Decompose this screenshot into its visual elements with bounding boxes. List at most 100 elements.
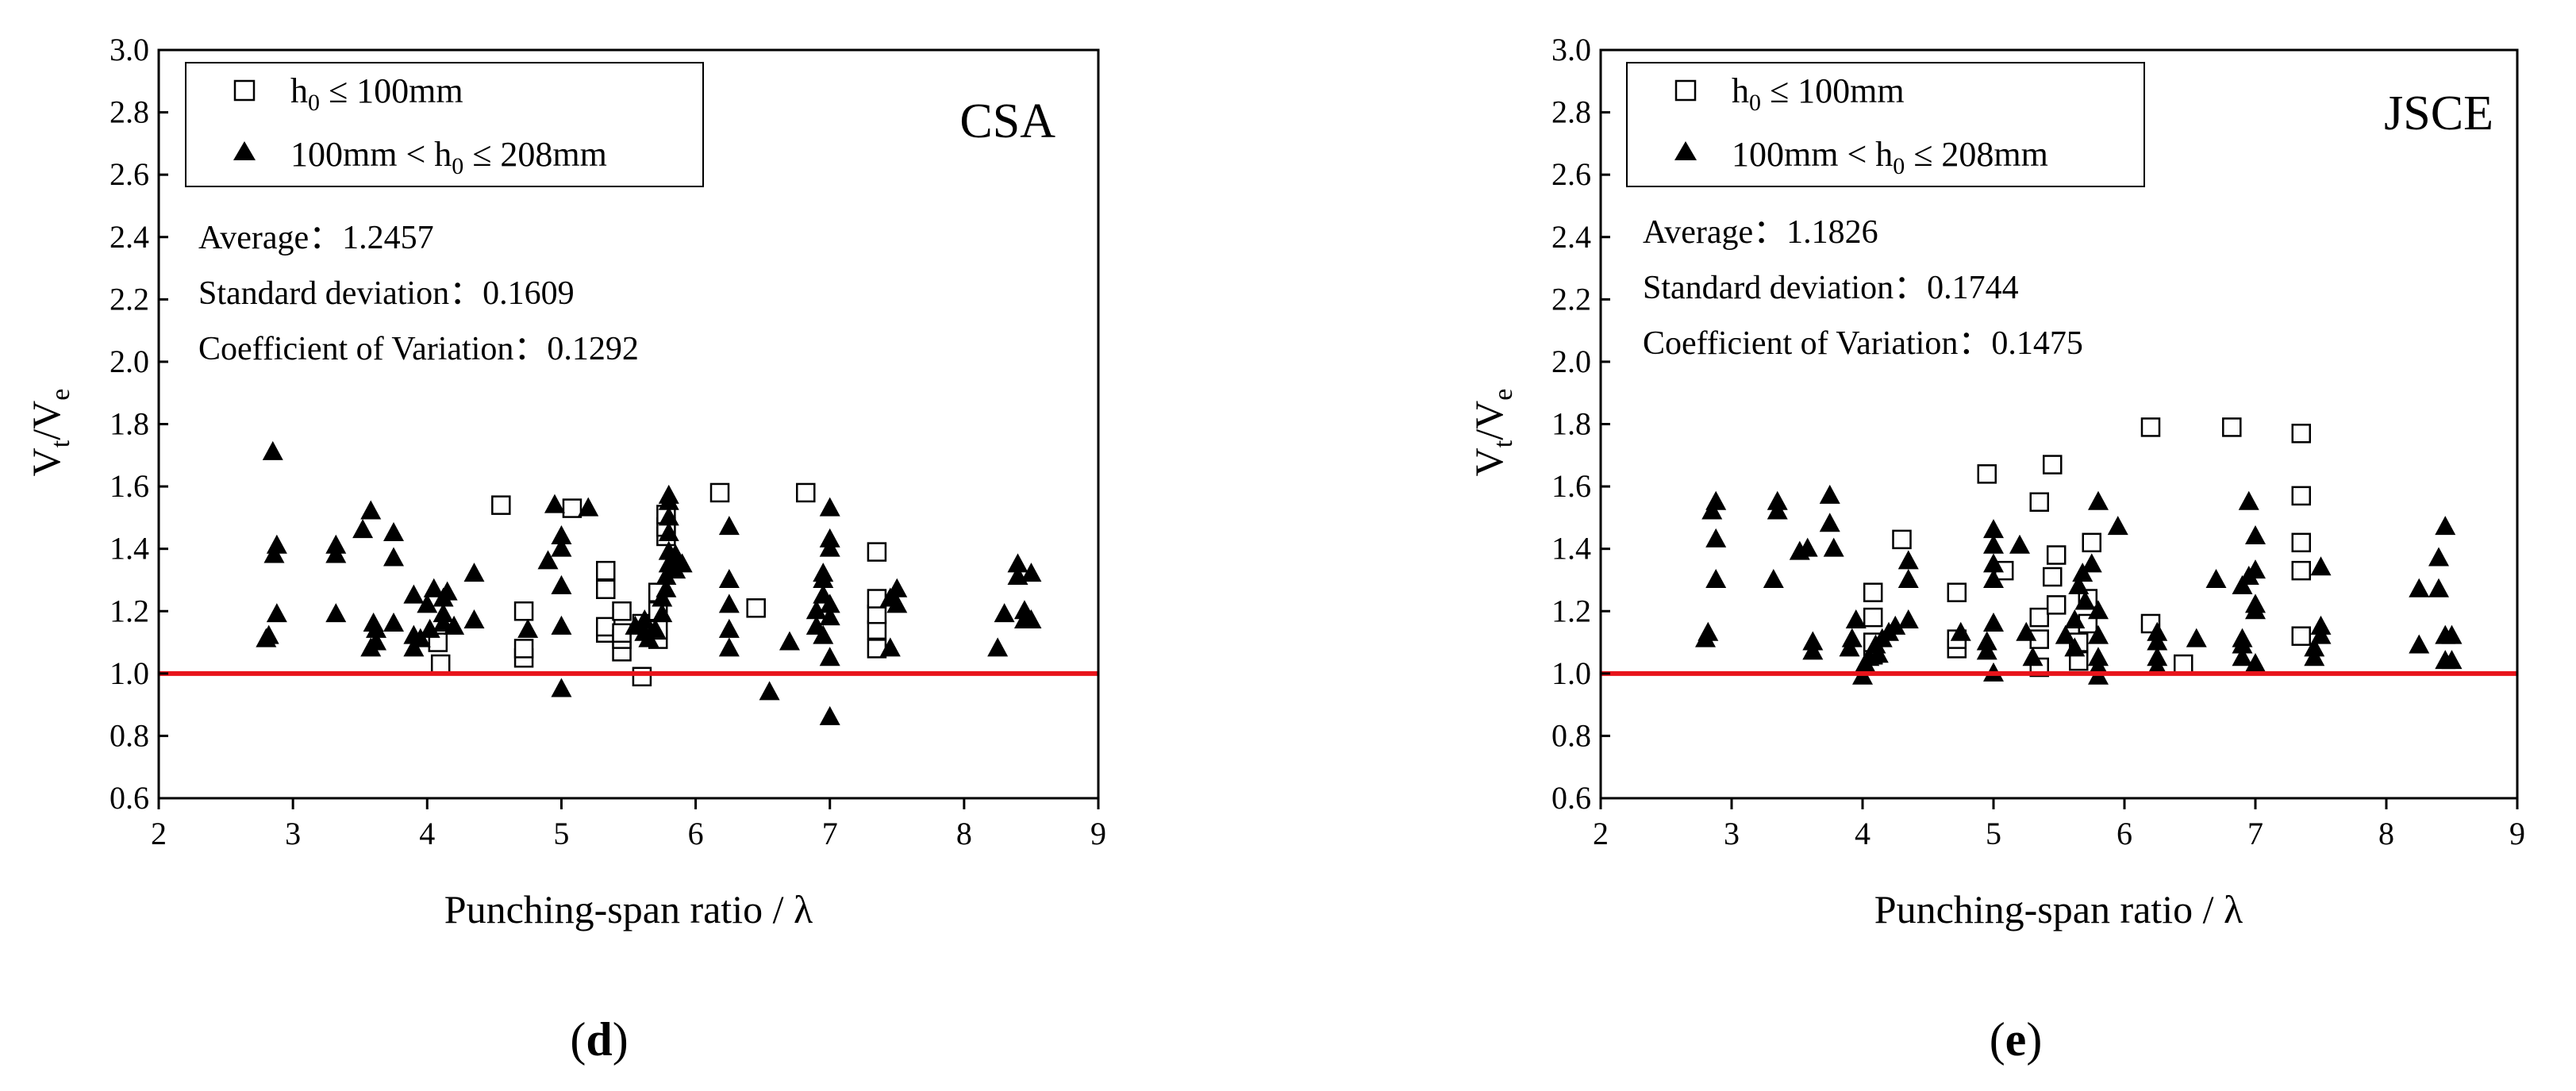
x-tick-label: 7 [2247,816,2263,851]
data-point-filled-triangle [718,568,740,588]
y-axis-label: Vt/Ve [1467,389,1518,477]
data-point-filled-triangle [718,618,740,638]
data-point-filled-triangle [2186,628,2207,647]
data-point-filled-triangle [2310,615,2332,635]
data-point-open-square [2043,567,2063,587]
data-point-filled-triangle [1983,534,2004,554]
average-stat: Average：1.2457 [198,220,434,256]
y-tick-label: 1.0 [1551,655,1591,691]
data-point-open-square [709,482,730,503]
data-point-open-square [1892,529,1912,550]
x-tick-label: 9 [1090,816,1106,851]
data-point-filled-triangle [463,609,485,629]
data-point-filled-triangle [1007,553,1028,573]
y-tick-label: 2.2 [110,281,149,317]
data-point-filled-triangle [987,637,1009,657]
data-point-filled-triangle [352,519,374,539]
data-point-filled-triangle [551,678,572,697]
data-point-filled-triangle [1819,484,1840,504]
data-point-open-square [562,498,582,518]
panel-caption: (e) [1990,1013,2043,1066]
data-point-filled-triangle [2245,653,2266,673]
data-point-filled-triangle [1021,563,1042,582]
data-point-open-square [2029,607,2049,628]
average-stat: Average：1.1826 [1643,214,1878,251]
legend-open-label: h0 ≤ 100mm [290,71,463,116]
data-point-filled-triangle [652,603,673,623]
data-point-filled-triangle [1867,643,1889,663]
y-tick-label: 2.6 [110,156,149,192]
data-point-filled-triangle [1763,568,1784,588]
data-point-filled-triangle [2205,568,2227,588]
data-point-filled-triangle [658,506,679,526]
data-point-filled-triangle [1802,631,1824,651]
data-point-open-square [2082,532,2101,553]
std-stat: Standard deviation：0.1609 [198,275,575,312]
legend-filled-label: 100mm < h0 ≤ 208mm [1732,135,2048,179]
x-tick-label: 3 [285,816,301,851]
data-point-filled-triangle [366,618,387,638]
data-point-filled-triangle [2304,637,2325,657]
y-tick-label: 1.4 [110,531,149,567]
data-point-filled-triangle [2055,624,2076,644]
data-point-filled-triangle [578,497,599,517]
data-point-filled-triangle [1823,537,1844,557]
data-point-open-square [595,617,616,637]
data-point-open-square [513,601,534,621]
data-point-open-square [1947,582,1967,602]
data-point-open-square [513,639,534,659]
data-point-filled-triangle [360,500,382,520]
data-point-open-square [2291,626,2311,646]
data-point-filled-triangle [517,618,539,638]
data-point-open-square [2174,654,2193,674]
data-point-filled-triangle [463,563,485,582]
data-point-filled-triangle [1705,490,1727,510]
data-point-filled-triangle [819,647,840,667]
y-tick-label: 2.6 [1551,156,1591,192]
x-tick-label: 8 [956,816,972,851]
legend-filled-triangle-icon [1674,141,1697,160]
std-stat: Standard deviation：0.1744 [1643,270,2019,306]
data-point-filled-triangle [2409,634,2430,654]
data-point-open-square [2140,417,2161,437]
legend-box [1626,62,2145,187]
x-axis-ticks: 2 3 4 5 6 7 8 9 [1593,798,2525,851]
data-point-filled-triangle [805,600,827,620]
data-point-filled-triangle [417,594,438,613]
x-tick-label: 2 [151,816,167,851]
data-point-filled-triangle [551,537,572,557]
y-tick-label: 1.2 [110,593,149,628]
y-tick-label: 1.8 [110,406,149,442]
data-point-filled-triangle [423,578,444,597]
data-point-open-square [2291,532,2311,553]
data-point-open-square [430,654,451,674]
data-point-filled-triangle [2088,647,2109,667]
data-point-filled-triangle [383,547,404,567]
data-point-filled-triangle [2064,609,2086,629]
data-point-filled-triangle [2107,516,2128,536]
y-tick-label: 0.8 [1551,717,1591,753]
data-point-filled-triangle [658,522,679,542]
x-tick-label: 6 [688,816,704,851]
y-tick-label: 2.8 [110,94,149,130]
data-point-filled-triangle [2081,553,2102,573]
data-point-open-square [2046,595,2067,615]
y-tick-label: 2.4 [110,219,149,255]
y-axis-ticks: 0.6 0.8 1.0 1.2 1.4 1.6 1.8 2.0 2.2 2.4 2.6 2.8 3.0 [1551,32,1610,816]
data-point-filled-triangle [403,584,425,604]
data-point-filled-triangle [779,631,800,651]
data-point-open-square [491,495,511,515]
legend: h0 ≤ 100mm 100mm < h0 ≤ 208mm [1626,62,2145,187]
data-point-open-square [1977,464,1997,484]
data-point-open-square [595,560,616,581]
y-tick-label: 1.0 [110,655,149,691]
data-point-filled-triangle [1705,568,1727,588]
legend-filled-label: 100mm < h0 ≤ 208mm [290,135,607,179]
data-point-filled-triangle [759,681,780,701]
data-point-filled-triangle [266,603,287,623]
data-point-filled-triangle [436,581,458,601]
data-point-open-square [2222,417,2242,437]
data-point-filled-triangle [2245,559,2266,579]
data-point-filled-triangle [419,618,440,638]
corner-label: CSA [959,94,1055,148]
